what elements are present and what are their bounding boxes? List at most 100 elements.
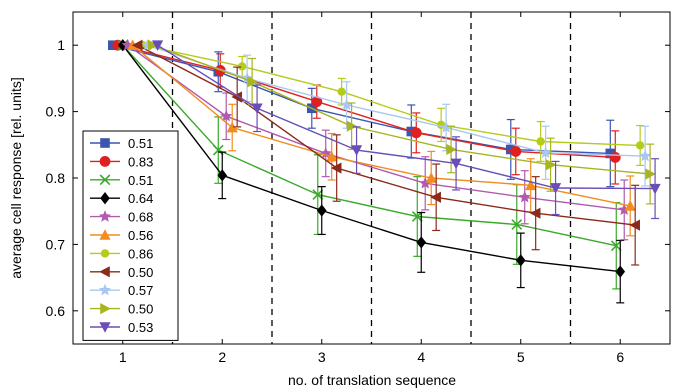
data-point <box>419 176 432 189</box>
x-axis-label: no. of translation sequence <box>288 372 456 388</box>
x-tick-label: 4 <box>417 349 425 365</box>
data-point <box>635 141 645 150</box>
y-axis: 0.6 0.7 0.8 0.9 1 <box>46 37 670 319</box>
data-point <box>525 179 537 191</box>
data-point <box>127 39 139 50</box>
series-3 <box>117 39 626 304</box>
series-layer <box>108 38 661 304</box>
data-point <box>416 236 427 249</box>
data-point <box>545 159 557 171</box>
legend-label: 0.86 <box>128 246 153 261</box>
y-tick-label: 1 <box>57 37 65 53</box>
legend-marker <box>100 192 110 205</box>
data-point <box>425 172 437 183</box>
data-point <box>350 145 363 156</box>
series-5 <box>127 39 636 237</box>
data-point <box>326 150 338 162</box>
data-point <box>529 207 541 219</box>
legend-label: 0.56 <box>128 228 153 243</box>
data-point <box>639 149 652 162</box>
data-point <box>411 211 423 222</box>
series-line <box>147 44 646 157</box>
data-point <box>251 103 263 115</box>
series-9 <box>147 39 656 205</box>
data-point <box>151 40 164 51</box>
y-tick-label: 0.8 <box>46 170 66 186</box>
series-line <box>137 44 636 226</box>
legend-marker <box>99 229 111 240</box>
data-point <box>340 98 353 111</box>
data-point <box>117 39 128 52</box>
legend-label: 0.57 <box>128 283 153 298</box>
data-point <box>220 109 233 122</box>
data-point <box>610 240 622 252</box>
legend-marker <box>99 156 111 167</box>
legend-label: 0.68 <box>128 210 153 225</box>
data-point <box>430 191 441 203</box>
data-point <box>446 143 457 156</box>
series-4 <box>121 38 631 241</box>
series-line <box>152 44 651 175</box>
data-point <box>518 190 531 203</box>
y-tick-label: 0.6 <box>46 303 66 319</box>
data-point <box>312 189 324 200</box>
series-1 <box>112 39 621 185</box>
data-point <box>131 39 143 51</box>
data-point <box>515 254 526 267</box>
y-axis-label: average cell response [rel. units] <box>8 77 24 279</box>
data-point <box>549 183 562 194</box>
x-tick-label: 2 <box>218 349 226 365</box>
data-point <box>346 120 358 132</box>
data-point <box>410 127 422 139</box>
data-point <box>311 96 323 108</box>
legend-label: 0.50 <box>128 302 153 317</box>
legend-label: 0.64 <box>128 191 153 206</box>
series-line <box>127 44 625 211</box>
data-point <box>226 121 238 133</box>
data-point <box>511 219 523 230</box>
data-point <box>316 204 327 217</box>
data-point <box>605 148 616 159</box>
series-7 <box>131 39 640 266</box>
data-point <box>217 169 228 182</box>
y-tick-label: 0.7 <box>46 236 66 252</box>
legend: 0.51 0.83 0.51 0.64 0.68 0.56 0.86 0.50 0.57 0.50… <box>82 130 179 341</box>
x-tick-label: 5 <box>517 349 525 365</box>
legend-label: 0.51 <box>128 173 153 188</box>
data-point <box>440 121 453 133</box>
x-tick-label: 3 <box>318 349 326 365</box>
data-point <box>645 168 656 180</box>
series-8 <box>141 38 652 187</box>
legend-marker <box>99 322 111 333</box>
data-point <box>536 137 545 146</box>
data-point <box>450 158 462 170</box>
legend-marker <box>100 138 110 148</box>
data-point <box>247 76 258 88</box>
data-point <box>510 146 522 157</box>
legend-marker <box>98 283 112 296</box>
series-10 <box>151 40 661 220</box>
series-line <box>157 44 656 190</box>
legend-label: 0.53 <box>128 320 153 335</box>
data-point <box>147 39 159 51</box>
legend-marker <box>100 249 110 258</box>
data-point <box>649 183 661 195</box>
legend-marker <box>99 174 111 186</box>
data-point <box>539 146 552 158</box>
legend-label: 0.83 <box>128 154 153 169</box>
series-line <box>142 44 641 147</box>
data-point <box>629 219 640 231</box>
x-tick-label: 6 <box>616 349 624 365</box>
y-tick-label: 0.9 <box>46 104 66 120</box>
data-point <box>330 162 342 174</box>
legend-label: 0.50 <box>128 265 153 280</box>
data-point <box>618 203 631 216</box>
legend-marker <box>98 210 112 222</box>
data-point <box>212 144 224 156</box>
data-point <box>624 200 636 211</box>
data-point <box>615 265 626 278</box>
series-line <box>112 44 611 155</box>
legend-marker <box>99 266 110 278</box>
data-point <box>231 91 242 103</box>
